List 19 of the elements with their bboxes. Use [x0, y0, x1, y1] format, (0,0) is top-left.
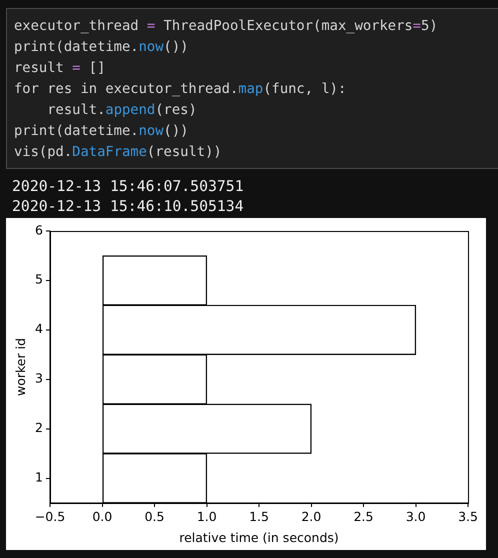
y-tick-label: 1 [35, 470, 43, 485]
y-tick-label: 2 [35, 420, 43, 436]
x-tick-label: 1.0 [196, 508, 217, 524]
x-tick-label: 0.0 [92, 508, 112, 524]
x-tick-label: 3.5 [458, 508, 478, 524]
x-tick-label: 0.5 [144, 508, 164, 524]
x-tick-label: 3.0 [406, 508, 426, 524]
y-axis-title: worker id [12, 338, 28, 396]
y-tick-label: 5 [35, 272, 43, 287]
text: executor_thread = ThreadPoolExecutor(max_workers=5) print(datetime.now()) result = [] for res in executor_thread.map(func, l): result.append(res) print(datetime.now()) vis(pd.DataFrame(result)) [14, 18, 438, 160]
y-tick-label: 4 [35, 321, 44, 336]
x-axis-title: relative time (in seconds) [179, 530, 339, 545]
x-tick-label: −0.5 [34, 508, 66, 524]
y-tick-label: 6 [35, 222, 44, 238]
x-tick-label: 1.5 [249, 508, 269, 524]
text: 2020-12-13 15:46:07.503751 2020-12-13 15:46:10.505134 [12, 177, 244, 217]
x-tick-label: 2.0 [301, 508, 322, 524]
y-tick-label: 3 [35, 370, 43, 386]
x-tick-label: 2.5 [354, 508, 374, 524]
